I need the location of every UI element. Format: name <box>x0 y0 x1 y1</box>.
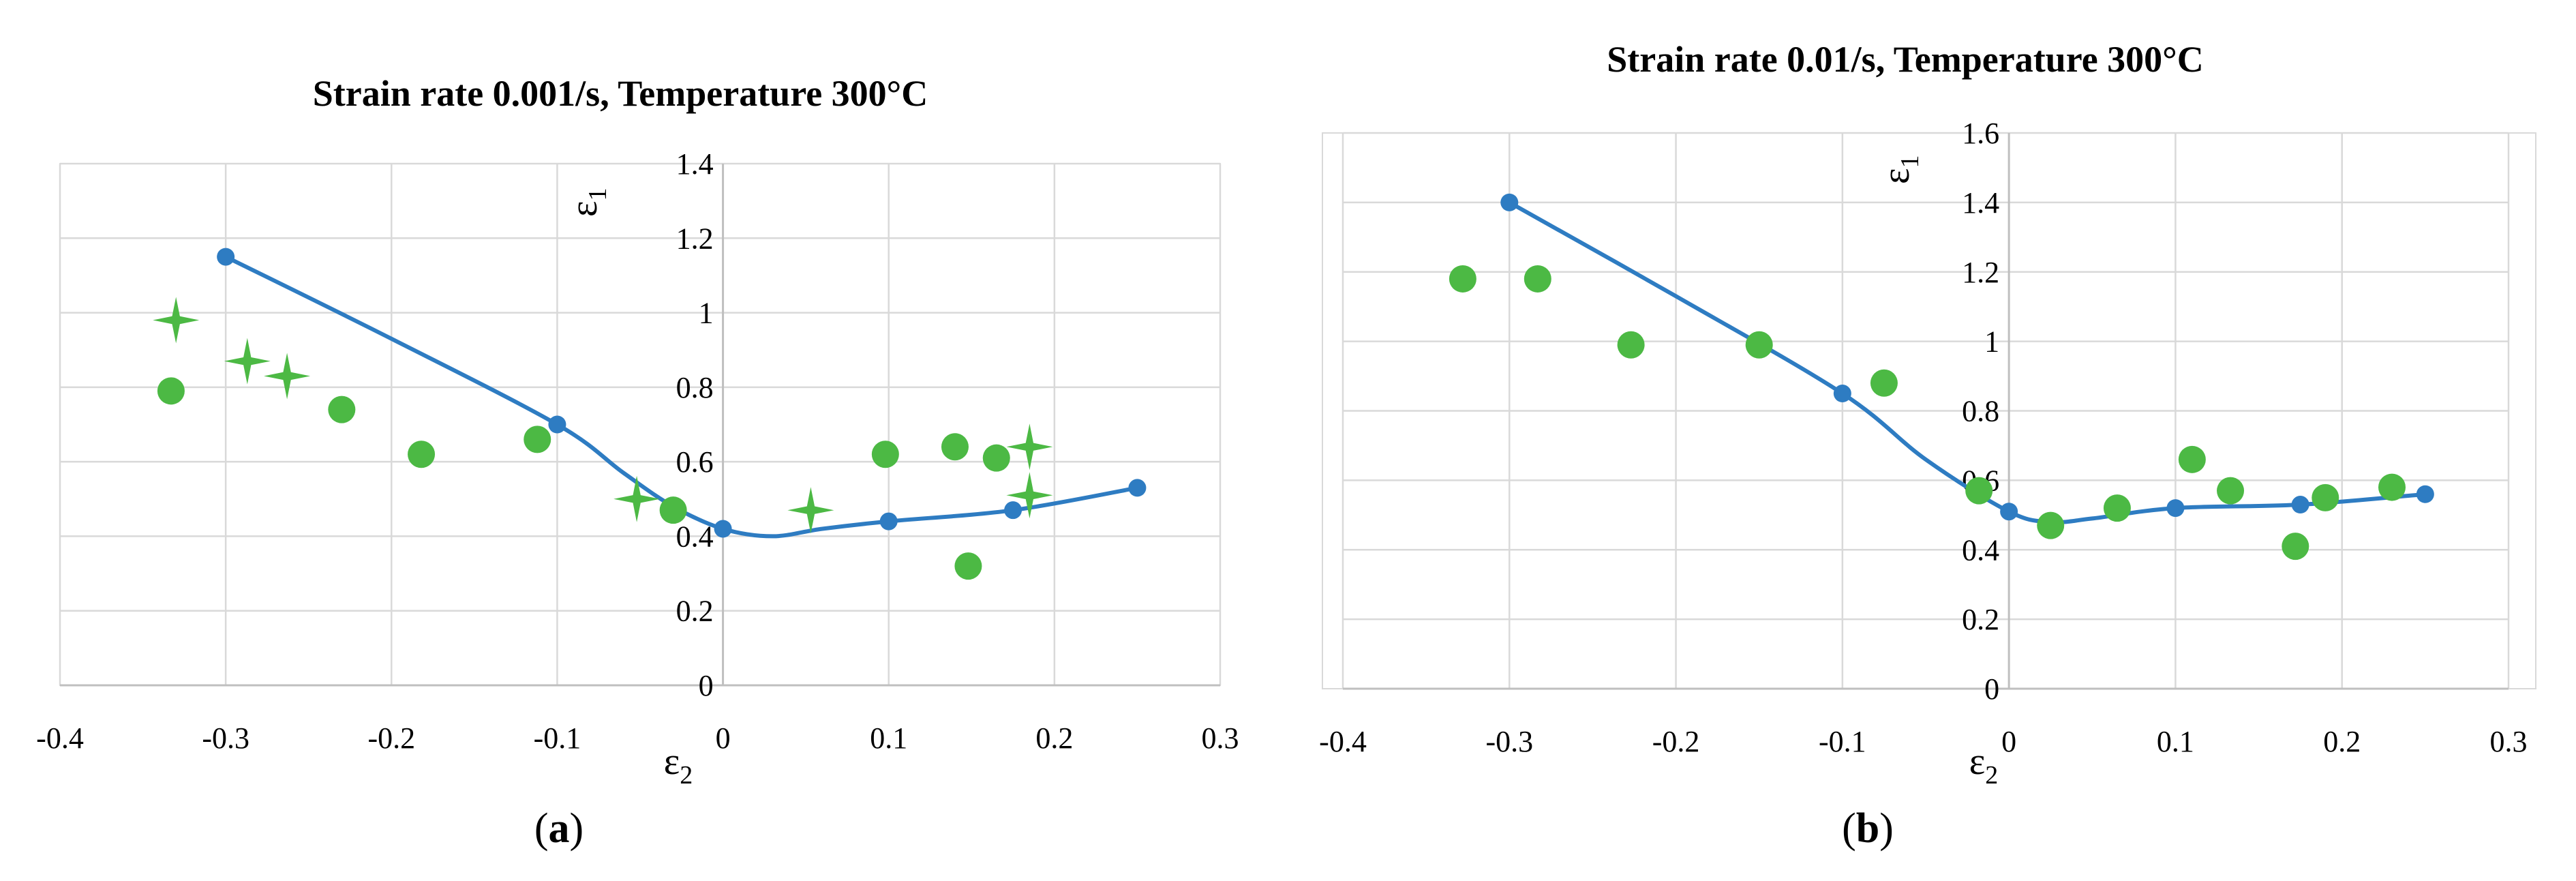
experimental-point-circle <box>2217 477 2245 505</box>
fit-point <box>1500 193 1519 211</box>
chart-b-svg: 00.20.40.60.811.21.41.6-0.4-0.3-0.2-0.10… <box>1319 39 2536 852</box>
experimental-point-circle <box>954 552 982 580</box>
fit-point <box>2000 503 2018 521</box>
experimental-point-star <box>153 297 200 344</box>
y-tick-label: 0.6 <box>676 445 714 479</box>
experimental-point-circle <box>157 377 185 405</box>
y-tick-label: 1.6 <box>1962 117 1999 150</box>
y-tick-label: 1 <box>699 297 714 330</box>
experimental-point-circle <box>1745 331 1773 359</box>
x-tick-label: 0.3 <box>1202 721 1239 755</box>
x-tick-label: 0.3 <box>2490 725 2528 758</box>
y-tick-label: 1.2 <box>1962 256 1999 289</box>
experimental-point-circle <box>2103 494 2131 522</box>
x-tick-label: -0.4 <box>1319 725 1367 758</box>
chart-title: Strain rate 0.001/s, Temperature 300°C <box>313 73 928 114</box>
chart-panel-b: 00.20.40.60.811.21.41.6-0.4-0.3-0.2-0.10… <box>1282 0 2576 881</box>
fit-point <box>714 520 732 538</box>
x-tick-label: 0.1 <box>870 721 907 755</box>
experimental-point-circle <box>982 444 1010 472</box>
panel-caption: (b) <box>1842 805 1894 852</box>
experimental-point-circle <box>941 433 969 461</box>
experimental-point-star <box>1006 472 1053 519</box>
y-tick-label: 0 <box>699 669 714 702</box>
y-tick-label: 0.8 <box>676 371 714 404</box>
x-tick-label: -0.1 <box>534 721 581 755</box>
x-tick-label: 0 <box>2001 725 2016 758</box>
fit-point <box>548 415 566 434</box>
x-tick-label: 0.2 <box>2323 725 2361 758</box>
y-tick-label: 1.2 <box>676 222 714 255</box>
panel-caption: (a) <box>534 805 584 852</box>
experimental-point-circle <box>2282 533 2309 561</box>
x-tick-label: -0.2 <box>1652 725 1700 758</box>
experimental-point-circle <box>1617 331 1645 359</box>
fit-point <box>217 248 235 266</box>
experimental-point-circle <box>1870 369 1898 397</box>
plot-area <box>59 163 1221 686</box>
y-tick-label: 1 <box>1984 325 1999 359</box>
experimental-point-circle <box>2037 511 2065 539</box>
experimental-point-star <box>1006 423 1053 471</box>
y-tick-label: 0.2 <box>676 595 714 628</box>
fit-point <box>1128 479 1147 497</box>
x-tick-label: -0.1 <box>1819 725 1866 758</box>
y-tick-label: 1.4 <box>1962 186 1999 220</box>
fit-point <box>1833 385 1851 403</box>
experimental-point-star <box>613 475 661 522</box>
y-tick-label: 0.4 <box>1962 533 1999 567</box>
y-axis-label: ε1 <box>563 188 612 217</box>
experimental-point-star <box>264 353 311 400</box>
y-tick-label: 0.2 <box>1962 603 1999 636</box>
fit-point <box>2166 499 2185 518</box>
experimental-point-star <box>787 487 834 534</box>
chart-a-svg: 0 0.2 0.4 0.6 0.8 1 1.2 1.4 -0.4 -0.3 -0.2 -0.1 0 0.1… <box>36 73 1239 852</box>
y-tick-label: 1.4 <box>676 147 714 181</box>
y-tick-label: 0 <box>1984 672 1999 706</box>
fit-point <box>2291 496 2309 514</box>
x-tick-label: 0 <box>716 721 731 755</box>
experimental-point-circle <box>1524 265 1551 293</box>
x-axis-label: ε2 <box>1969 741 1999 790</box>
y-tick-label: 0.4 <box>676 520 714 553</box>
x-axis-label: ε2 <box>664 741 693 790</box>
x-tick-label: -0.3 <box>1485 725 1533 758</box>
y-axis-label: ε1 <box>1875 155 1924 184</box>
x-tick-label: -0.4 <box>36 721 84 755</box>
fit-point <box>1004 501 1022 520</box>
experimental-point-circle <box>1449 265 1476 293</box>
x-tick-label: 0.2 <box>1035 721 1073 755</box>
experimental-point-circle <box>871 440 899 468</box>
chart-title: Strain rate 0.01/s, Temperature 300°C <box>1607 39 2204 80</box>
experimental-point-circle <box>328 395 356 423</box>
experimental-point-circle <box>1965 477 1993 505</box>
x-tick-label: -0.2 <box>367 721 415 755</box>
experimental-point-circle <box>408 440 436 468</box>
fit-point <box>879 512 898 531</box>
x-tick-label: 0.1 <box>2157 725 2194 758</box>
experimental-point-star <box>224 338 271 385</box>
series-line-fit <box>224 254 1138 539</box>
fit-point <box>2416 485 2434 503</box>
experimental-point-circle <box>524 425 551 453</box>
x-tick-label: -0.3 <box>202 721 249 755</box>
y-tick-label: 0.8 <box>1962 395 1999 428</box>
experimental-point-circle <box>2312 483 2339 511</box>
experimental-point-circle <box>659 496 687 524</box>
experimental-point-circle <box>2378 473 2406 501</box>
experimental-point-circle <box>2178 445 2206 473</box>
chart-panel-a: 0 0.2 0.4 0.6 0.8 1 1.2 1.4 -0.4 -0.3 -0.2 -0.1 0 0.1… <box>0 0 1282 881</box>
